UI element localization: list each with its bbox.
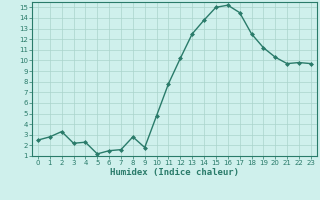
X-axis label: Humidex (Indice chaleur): Humidex (Indice chaleur) [110, 168, 239, 177]
